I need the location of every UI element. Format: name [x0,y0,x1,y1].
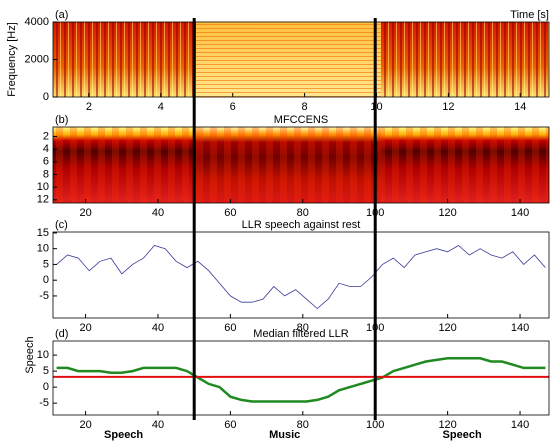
y-tick-label: 0 [43,381,49,393]
y-tick-label: -5 [39,397,49,409]
data-line [56,245,546,310]
x-tick-label: 120 [438,207,456,219]
x-tick-label: 4 [158,101,164,113]
y-tick-label: 8 [43,168,49,180]
y-tick-label: 4000 [25,16,49,28]
x-tick-label: 80 [297,419,309,431]
x-tick-label: 40 [152,207,164,219]
x-tick-label: 20 [79,419,91,431]
x-tick-label: 140 [511,207,529,219]
panel-label: (a) [55,9,68,21]
x-tick-label: 140 [511,322,529,334]
x-tick-label: 40 [152,419,164,431]
x-tick-label: 120 [438,322,456,334]
segment-label: Speech [443,429,482,441]
data-line [56,357,546,403]
x-tick-label: 80 [297,207,309,219]
axes-frame [52,340,550,416]
y-tick-label: 12 [37,194,49,206]
x-axis-label: Time [s] [510,9,549,21]
x-tick-label: 6 [230,101,236,113]
x-tick-label: 60 [224,322,236,334]
panel-title: LLR speech against rest [242,219,361,231]
panel-label: (c) [55,219,68,231]
x-tick-label: 20 [79,322,91,334]
y-tick-label: 15 [37,227,49,239]
y-tick-label: 4 [43,143,49,155]
y-tick-label: 6 [43,156,49,168]
y-tick-label: 2 [43,130,49,142]
x-tick-label: 140 [511,419,529,431]
panel-title: Median filtered LLR [253,328,348,340]
x-tick-label: 60 [224,419,236,431]
x-tick-label: 14 [514,101,526,113]
x-tick-label: 40 [152,322,164,334]
y-tick-label: 0 [43,91,49,103]
x-tick-label: 100 [366,419,384,431]
y-axis-label: Frequency [Hz] [6,22,18,97]
segment-label: Music [269,429,300,441]
spectrogram-image [53,22,549,97]
y-tick-label: -5 [39,290,49,302]
x-tick-label: 8 [302,101,308,113]
heatmap-image [53,127,549,203]
y-tick-label: 5 [43,365,49,377]
y-tick-label: 2000 [25,53,49,65]
x-tick-label: 120 [438,419,456,431]
axes-frame [52,231,550,319]
x-tick-label: 12 [442,101,454,113]
panel-title: MFCCENS [274,114,328,126]
x-tick-label: 20 [79,207,91,219]
x-tick-label: 80 [297,322,309,334]
segment-label: Speech [104,429,143,441]
x-tick-label: 2 [86,101,92,113]
y-axis-label: Speech [24,336,36,373]
panel-label: (b) [55,114,68,126]
panel-label: (d) [55,328,68,340]
axes-frame [52,126,550,204]
y-tick-label: 10 [37,243,49,255]
y-tick-label: 10 [37,349,49,361]
y-tick-label: 0 [43,274,49,286]
x-tick-label: 60 [224,207,236,219]
y-tick-label: 5 [43,258,49,270]
y-tick-label: 10 [37,181,49,193]
